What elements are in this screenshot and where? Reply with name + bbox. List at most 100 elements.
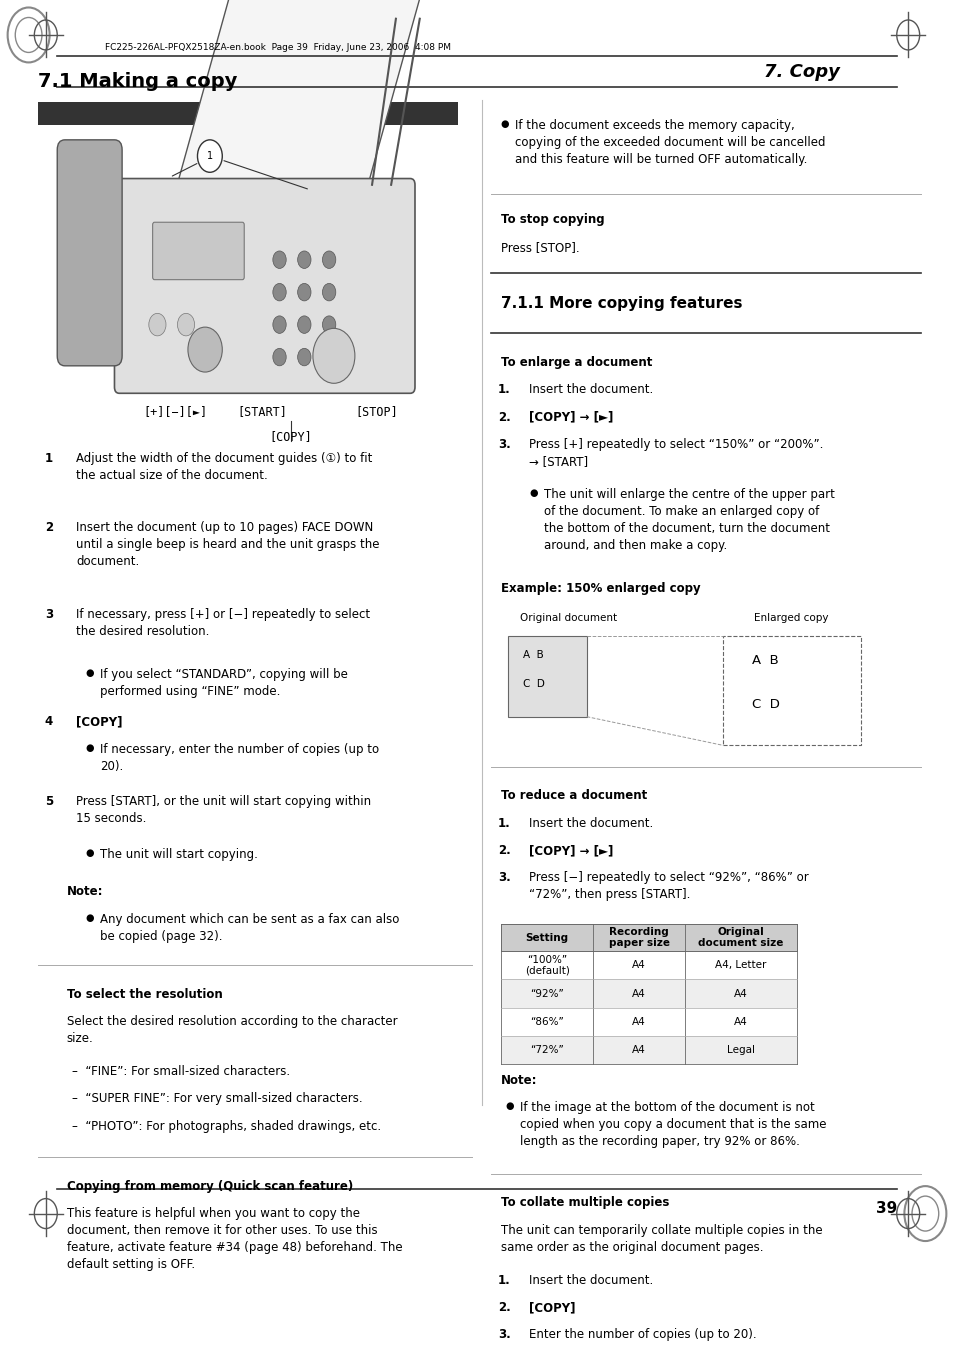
Text: Legal: Legal <box>726 1044 754 1055</box>
Text: 3.: 3. <box>497 438 510 451</box>
Text: 7. Copy: 7. Copy <box>762 63 839 81</box>
Text: “100%”
(default): “100%” (default) <box>524 955 569 975</box>
Text: [COPY] → [►]: [COPY] → [►] <box>529 844 613 857</box>
Text: Original
document size: Original document size <box>698 927 782 948</box>
Text: Example: 150% enlarged copy: Example: 150% enlarged copy <box>500 582 700 594</box>
Text: Select the desired resolution according to the character
size.: Select the desired resolution according … <box>67 1015 397 1046</box>
Text: The unit will enlarge the centre of the upper part
of the document. To make an e: The unit will enlarge the centre of the … <box>543 488 834 553</box>
Text: A4: A4 <box>733 1016 747 1027</box>
Text: 7.1 Making a copy: 7.1 Making a copy <box>38 72 237 91</box>
Text: To stop copying: To stop copying <box>500 213 604 227</box>
Text: To enlarge a document: To enlarge a document <box>500 355 652 369</box>
Circle shape <box>188 327 222 372</box>
Text: 3: 3 <box>45 608 53 621</box>
Circle shape <box>297 251 311 269</box>
Text: [+][−][►]: [+][−][►] <box>143 405 207 419</box>
Text: 3.: 3. <box>497 871 510 885</box>
Text: [COPY] → [►]: [COPY] → [►] <box>529 411 613 424</box>
Text: 7.1.1 More copying features: 7.1.1 More copying features <box>500 296 741 311</box>
Text: C  D: C D <box>522 680 544 689</box>
Circle shape <box>322 349 335 366</box>
Text: A4, Letter: A4, Letter <box>715 961 765 970</box>
Text: “86%”: “86%” <box>530 1016 563 1027</box>
Text: 2.: 2. <box>497 844 510 857</box>
Text: 1: 1 <box>45 453 53 465</box>
Text: A  B: A B <box>522 650 543 661</box>
Circle shape <box>322 251 335 269</box>
Text: 1.: 1. <box>497 1274 510 1286</box>
Text: Any document which can be sent as a fax can also
be copied (page 32).: Any document which can be sent as a fax … <box>100 913 399 943</box>
Text: Note:: Note: <box>67 885 103 898</box>
Circle shape <box>313 328 355 384</box>
FancyBboxPatch shape <box>57 141 122 366</box>
Bar <box>500 1036 796 1063</box>
Text: ●: ● <box>86 913 94 923</box>
Text: “92%”: “92%” <box>530 989 563 998</box>
Text: A4: A4 <box>632 989 645 998</box>
Circle shape <box>149 313 166 336</box>
Text: Insert the document.: Insert the document. <box>529 1274 653 1286</box>
Text: Press [+] repeatedly to select “150%” or “200%”.
→ [START]: Press [+] repeatedly to select “150%” or… <box>529 438 823 469</box>
Text: To collate multiple copies: To collate multiple copies <box>500 1196 668 1209</box>
Bar <box>500 924 796 951</box>
Text: 39: 39 <box>875 1201 896 1216</box>
Text: Original document: Original document <box>519 613 617 623</box>
FancyBboxPatch shape <box>722 635 861 746</box>
Text: 2: 2 <box>45 520 53 534</box>
Text: ●: ● <box>529 488 537 499</box>
FancyBboxPatch shape <box>38 103 457 124</box>
Text: ●: ● <box>86 848 94 858</box>
Text: FC225-226AL-PFQX2518ZA-en.book  Page 39  Friday, June 23, 2006  4:08 PM: FC225-226AL-PFQX2518ZA-en.book Page 39 F… <box>105 43 451 53</box>
Text: Recording
paper size: Recording paper size <box>608 927 669 948</box>
Text: If necessary, press [+] or [−] repeatedly to select
the desired resolution.: If necessary, press [+] or [−] repeatedl… <box>76 608 370 638</box>
Text: 2.: 2. <box>497 1301 510 1315</box>
Text: [STOP]: [STOP] <box>355 405 397 419</box>
Text: Press [START], or the unit will start copying within
15 seconds.: Press [START], or the unit will start co… <box>76 796 371 825</box>
Text: Adjust the width of the document guides (①) to fit
the actual size of the docume: Adjust the width of the document guides … <box>76 453 373 482</box>
Text: Enlarged copy: Enlarged copy <box>753 613 827 623</box>
Text: [COPY]: [COPY] <box>76 716 123 728</box>
Text: 1.: 1. <box>497 816 510 830</box>
Text: A4: A4 <box>632 1044 645 1055</box>
Circle shape <box>197 141 222 173</box>
Circle shape <box>273 284 286 301</box>
Text: [COPY]: [COPY] <box>529 1301 576 1315</box>
Text: C  D: C D <box>751 698 779 711</box>
Circle shape <box>273 349 286 366</box>
Circle shape <box>297 284 311 301</box>
Text: Setting: Setting <box>525 932 568 943</box>
Text: [START]: [START] <box>237 405 287 419</box>
Text: 2.: 2. <box>497 411 510 424</box>
Text: A  B: A B <box>751 654 778 667</box>
Text: To select the resolution: To select the resolution <box>67 988 222 1001</box>
Text: If you select “STANDARD”, copying will be
performed using “FINE” mode.: If you select “STANDARD”, copying will b… <box>100 667 348 698</box>
Text: 5: 5 <box>45 796 53 808</box>
Text: A4: A4 <box>632 961 645 970</box>
Text: –  “SUPER FINE”: For very small-sized characters.: – “SUPER FINE”: For very small-sized cha… <box>71 1093 362 1105</box>
Text: The unit can temporarily collate multiple copies in the
same order as the origin: The unit can temporarily collate multipl… <box>500 1224 821 1254</box>
Text: 1.: 1. <box>497 384 510 396</box>
Text: Insert the document.: Insert the document. <box>529 384 653 396</box>
Text: This feature is helpful when you want to copy the
document, then remove it for o: This feature is helpful when you want to… <box>67 1208 402 1271</box>
Text: ●: ● <box>86 743 94 753</box>
Circle shape <box>322 284 335 301</box>
Text: Copying from memory (Quick scan feature): Copying from memory (Quick scan feature) <box>67 1179 353 1193</box>
Text: If the document exceeds the memory capacity,
copying of the exceeded document wi: If the document exceeds the memory capac… <box>515 119 824 166</box>
Text: A4: A4 <box>632 1016 645 1027</box>
Text: “72%”: “72%” <box>530 1044 563 1055</box>
Text: 3.: 3. <box>497 1328 510 1342</box>
FancyBboxPatch shape <box>114 178 415 393</box>
Text: Note:: Note: <box>500 1074 537 1086</box>
Text: Press [STOP].: Press [STOP]. <box>500 240 578 254</box>
Text: 4: 4 <box>45 716 53 728</box>
FancyBboxPatch shape <box>508 635 586 716</box>
Text: –  “FINE”: For small-sized characters.: – “FINE”: For small-sized characters. <box>71 1065 290 1078</box>
Text: ●: ● <box>86 667 94 678</box>
Text: Insert the document.: Insert the document. <box>529 816 653 830</box>
Text: The unit will start copying.: The unit will start copying. <box>100 848 257 861</box>
Circle shape <box>273 316 286 334</box>
Text: –  “PHOTO”: For photographs, shaded drawings, etc.: – “PHOTO”: For photographs, shaded drawi… <box>71 1120 380 1133</box>
Circle shape <box>273 251 286 269</box>
Text: 1: 1 <box>207 151 213 161</box>
Text: If the image at the bottom of the document is not
copied when you copy a documen: If the image at the bottom of the docume… <box>519 1101 825 1148</box>
